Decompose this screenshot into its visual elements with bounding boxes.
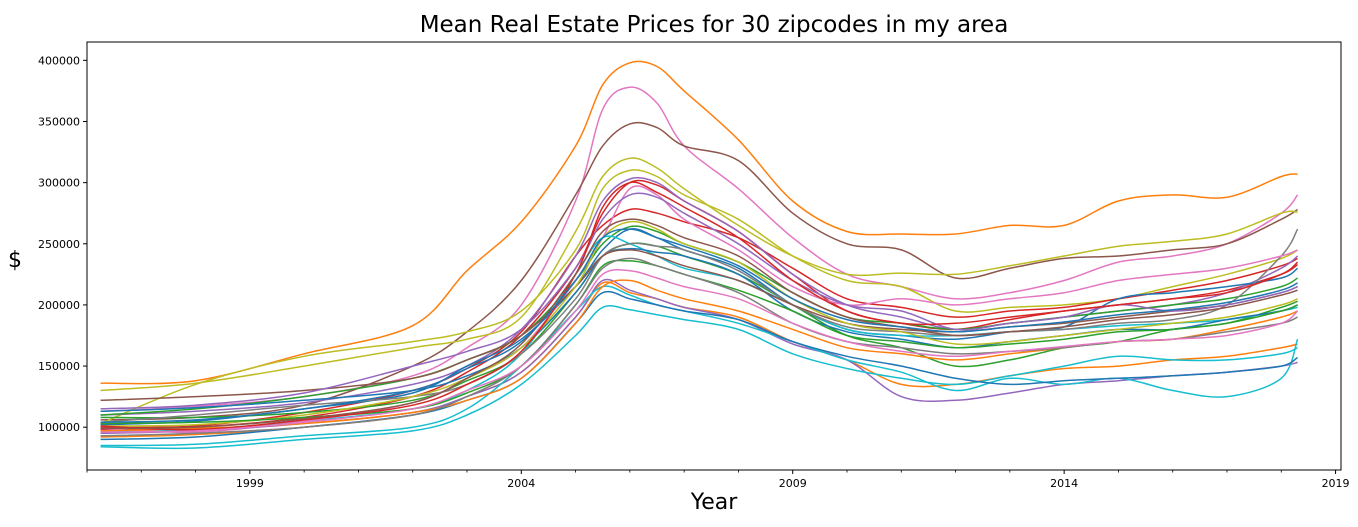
series-layer xyxy=(100,60,1299,450)
y-tick-label-150000: 150000 xyxy=(38,360,80,373)
plot-frame xyxy=(86,41,1342,471)
x-tick-label-2009: 2009 xyxy=(779,477,807,490)
y-tick-label-200000: 200000 xyxy=(38,299,80,312)
x-tick-label-2004: 2004 xyxy=(507,477,535,490)
series-line-zip26 xyxy=(100,181,1299,431)
series-line-zip22 xyxy=(100,220,1298,427)
y-tick-label-350000: 350000 xyxy=(38,115,80,128)
series-line-zip23 xyxy=(100,279,1298,432)
x-tick-label-1999: 1999 xyxy=(236,477,264,490)
series-line-zip02 xyxy=(100,86,1299,413)
series-line-zip01 xyxy=(100,60,1298,385)
y-axis-label: $ xyxy=(8,248,22,273)
series-line-zip28 xyxy=(100,269,1299,433)
series-line-zip21 xyxy=(100,249,1298,402)
y-tick-label-100000: 100000 xyxy=(38,421,80,434)
y-axis: 100000 150000 200000 250000 300000 350000 4000… xyxy=(38,54,87,434)
x-tick-label-2019: 2019 xyxy=(1322,477,1350,490)
series-line-zip30 xyxy=(100,228,1298,424)
series-line-zip08 xyxy=(100,176,1299,416)
x-axis-label: Year xyxy=(690,490,738,515)
series-line-zip09 xyxy=(100,228,1299,426)
x-axis: 1999 2004 2009 2014 2019 xyxy=(86,470,1350,490)
y-tick-label-400000: 400000 xyxy=(38,54,80,67)
series-line-zip18 xyxy=(100,305,1298,450)
chart-title: Mean Real Estate Prices for 30 zipcodes … xyxy=(419,12,1009,38)
y-tick-label-250000: 250000 xyxy=(38,238,80,251)
x-tick-label-2014: 2014 xyxy=(1050,477,1078,490)
series-line-zip05 xyxy=(100,169,1298,425)
y-tick-label-300000: 300000 xyxy=(38,177,80,190)
series-line-zip29 xyxy=(100,218,1298,430)
